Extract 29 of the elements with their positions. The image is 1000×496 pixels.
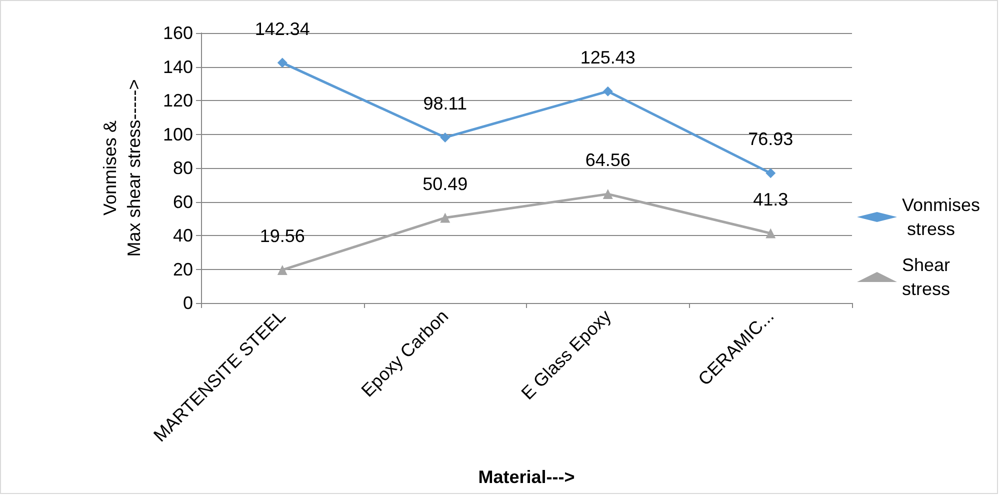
y-tick-label: 60	[172, 192, 193, 212]
y-tick-label: 20	[172, 259, 193, 280]
point	[277, 264, 288, 275]
y-axis-title: Vonmises & Max shear stress----->	[100, 79, 144, 257]
point	[440, 132, 450, 142]
y-tick-label: 40	[172, 226, 193, 246]
point	[766, 228, 776, 238]
data-label: 64.56	[585, 150, 630, 170]
point	[277, 58, 288, 68]
y-tick-label: 160	[162, 23, 193, 43]
data-label: 41.3	[753, 189, 788, 210]
data-label: 98.11	[423, 93, 467, 114]
point	[602, 86, 613, 96]
point	[602, 189, 613, 200]
y-tick-label: 100	[162, 124, 193, 144]
point	[440, 212, 450, 223]
data-label: 125.43	[580, 47, 636, 68]
x-axis-title: Material--->	[478, 467, 575, 487]
data-label: 142.34	[254, 18, 310, 39]
y-tick-label: 80	[172, 158, 193, 178]
legend-label: Vonmises stress	[902, 195, 980, 239]
data-label: 50.49	[422, 174, 468, 194]
point	[766, 168, 776, 178]
legend-label: Shear stress	[902, 255, 956, 299]
y-tick-label: 120	[162, 90, 193, 110]
y-tick-label: 140	[162, 56, 193, 77]
data-label: 76.93	[748, 129, 794, 150]
y-tick-label: 0	[182, 293, 193, 313]
data-label: 19.56	[260, 226, 305, 246]
